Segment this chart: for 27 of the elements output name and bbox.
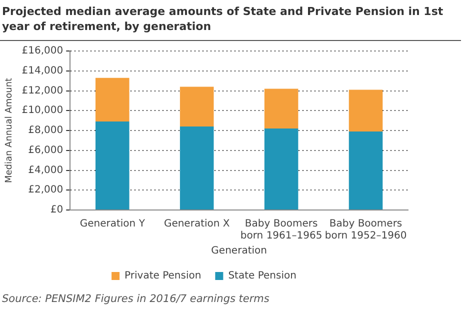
y-axis-title: Median Annual Amount (4, 77, 15, 184)
bar (348, 90, 383, 132)
y-tick-label: £4,000 (28, 164, 64, 176)
x-tick-label: Baby Boomers born 1961–1965 (240, 218, 322, 242)
x-tick-label: Generation X (164, 218, 230, 230)
y-tick-label: £2,000 (28, 184, 64, 196)
source-note: Source: PENSIM2 Figures in 2016/7 earnings terms (1, 292, 270, 307)
y-tick-label: £16,000 (22, 46, 64, 57)
bar (95, 78, 130, 122)
legend-label: Private Pension (124, 270, 202, 282)
bar (180, 86, 214, 127)
x-axis-title: Generation (211, 246, 267, 257)
x-tick-label: Generation Y (80, 218, 146, 230)
bar (264, 88, 298, 129)
chart-title: Projected median average amounts of State and Private Pension in 1st year of retirement, by generation (0, 0, 461, 41)
bar (95, 122, 130, 210)
y-tick-label: £8,000 (28, 125, 64, 136)
y-tick-label: £14,000 (22, 65, 64, 76)
x-tick-label: Baby Boomers born 1952–1960 (324, 218, 407, 242)
y-tick-label: £10,000 (22, 105, 64, 116)
y-tick-label: £6,000 (28, 144, 64, 156)
y-tick-label: £0 (50, 204, 64, 216)
bar (180, 126, 214, 210)
bar (348, 131, 383, 210)
legend-label: State Pension (228, 270, 296, 282)
y-tick-label: £12,000 (22, 85, 64, 96)
bar (264, 128, 298, 210)
